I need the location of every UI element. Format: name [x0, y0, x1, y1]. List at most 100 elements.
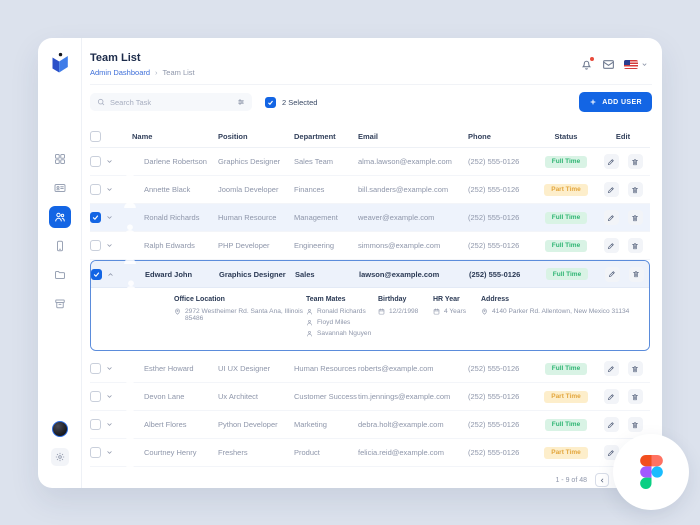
detail-item: Ronald Richards: [306, 308, 378, 315]
table-header: Name Position Department Email Phone Sta…: [90, 126, 650, 148]
row-checkbox[interactable]: [90, 391, 101, 402]
expand-row-button[interactable]: [106, 365, 120, 372]
chevron-down-icon: [107, 367, 112, 370]
delete-row-button[interactable]: [627, 417, 643, 432]
cell-phone: (252) 555-0126: [468, 364, 520, 373]
chevron-down-icon: [107, 244, 112, 247]
selected-counter[interactable]: 2 Selected: [265, 96, 317, 108]
breadcrumb-parent[interactable]: Admin Dashboard: [90, 68, 151, 77]
sidebar-item-devices[interactable]: [49, 235, 71, 257]
sidebar-item-dashboard[interactable]: [49, 148, 71, 170]
table-row[interactable]: Albert Flores Python Developer Marketing de…: [90, 411, 650, 443]
status-badge: Part Time: [544, 390, 588, 403]
row-checkbox[interactable]: [90, 363, 101, 374]
select-all-checkbox[interactable]: [90, 131, 101, 142]
cell-phone: (252) 555-0126: [468, 185, 520, 194]
filter-icon[interactable]: [237, 98, 245, 106]
pagination-range: 1 - 9 of 48: [555, 476, 587, 484]
row-checkbox[interactable]: [90, 184, 101, 195]
table-row[interactable]: Darlene Robertson Graphics Designer Sales …: [90, 148, 650, 180]
cell-position: UI UX Designer: [218, 364, 271, 373]
detail-item: 4 Years: [433, 308, 481, 315]
edit-row-button[interactable]: [603, 238, 619, 253]
expand-row-button[interactable]: [106, 393, 120, 400]
cell-position: PHP Developer: [218, 241, 270, 250]
messages-button[interactable]: [602, 58, 615, 71]
search-box[interactable]: [90, 93, 252, 111]
row-checkbox[interactable]: [90, 447, 101, 458]
edit-row-button[interactable]: [603, 445, 619, 460]
expand-row-button[interactable]: [106, 214, 120, 221]
delete-row-button[interactable]: [627, 238, 643, 253]
status-badge: Part Time: [544, 183, 588, 196]
language-selector[interactable]: [624, 55, 648, 73]
table-row[interactable]: Devon Lane Ux Architect Customer Success ti…: [90, 383, 650, 415]
edit-row-button[interactable]: [603, 210, 619, 225]
breadcrumb-current: Team List: [162, 68, 195, 77]
previous-page-button[interactable]: [595, 473, 609, 487]
cell-phone: (252) 555-0126: [468, 213, 520, 222]
delete-row-button[interactable]: [627, 154, 643, 169]
birthday-section: Birthday 12/2/1998: [378, 296, 433, 341]
sidebar-item-files[interactable]: [49, 264, 71, 286]
selected-checkbox[interactable]: [265, 96, 276, 108]
row-checkbox[interactable]: [90, 419, 101, 430]
row-checkbox[interactable]: [90, 156, 101, 167]
edit-row-button[interactable]: [603, 182, 619, 197]
trash-icon: [632, 242, 638, 249]
gear-icon: [55, 452, 64, 462]
cell-name: Courtney Henry: [144, 448, 197, 457]
table-row[interactable]: Esther Howard UI UX Designer Human Resourc…: [90, 355, 650, 387]
collapse-row-button[interactable]: [107, 271, 121, 278]
cell-department: Finances: [294, 185, 325, 194]
delete-row-button[interactable]: [628, 266, 644, 282]
cell-position: Ux Architect: [218, 392, 259, 401]
delete-row-button[interactable]: [627, 389, 643, 404]
user-avatar[interactable]: [51, 421, 68, 437]
settings-button[interactable]: [50, 448, 69, 466]
chevron-down-icon: [107, 216, 112, 219]
sidebar-item-team[interactable]: [48, 206, 71, 228]
delete-row-button[interactable]: [627, 210, 643, 225]
search-input[interactable]: [110, 97, 232, 107]
table-row[interactable]: Ralph Edwards PHP Developer Engineering sim…: [90, 232, 650, 264]
sidebar-item-archive[interactable]: [49, 293, 71, 315]
trash-icon: [632, 421, 638, 428]
edit-row-button[interactable]: [603, 417, 619, 432]
mail-icon: [603, 59, 614, 69]
row-checkbox[interactable]: [91, 268, 102, 280]
expanded-row-block: Edward John Graphics Designer Sales lawson@…: [90, 260, 650, 351]
add-user-button[interactable]: ADD USER: [579, 92, 652, 112]
person-icon: [307, 320, 312, 326]
address-section: Address 4140 Parker Rd. Allentown, New Me…: [481, 296, 649, 341]
delete-row-button[interactable]: [627, 182, 643, 197]
expand-row-button[interactable]: [106, 449, 120, 456]
row-checkbox[interactable]: [90, 212, 101, 223]
edit-row-button[interactable]: [604, 266, 620, 282]
notifications-button[interactable]: [580, 55, 595, 71]
cell-position: Graphics Designer: [218, 157, 281, 166]
expand-row-button[interactable]: [106, 158, 120, 165]
table-row[interactable]: Annette Black Joomla Developer Finances bil…: [90, 176, 650, 208]
table-row[interactable]: Courtney Henry Freshers Product felicia.rei…: [90, 439, 650, 471]
pencil-icon: [608, 421, 614, 428]
breadcrumb-separator: ›: [155, 68, 158, 77]
expand-row-button[interactable]: [106, 186, 120, 193]
breadcrumb: Admin Dashboard › Team List: [90, 68, 650, 77]
cell-email: bill.sanders@example.com: [358, 185, 449, 194]
status-badge: Full Time: [544, 239, 588, 252]
cell-phone: (252) 555-0126: [468, 420, 520, 429]
edit-row-button[interactable]: [603, 389, 619, 404]
table-row[interactable]: Ronald Richards Human Resource Management w…: [90, 204, 650, 236]
figma-logo-icon: [639, 455, 663, 489]
row-checkbox[interactable]: [90, 240, 101, 251]
sidebar-item-cards[interactable]: [49, 177, 71, 199]
cell-phone: (252) 555-0126: [468, 241, 520, 250]
cell-email: lawson@example.com: [359, 269, 440, 279]
expand-row-button[interactable]: [106, 421, 120, 428]
edit-row-button[interactable]: [603, 154, 619, 169]
table-row[interactable]: Edward John Graphics Designer Sales lawson@…: [91, 261, 649, 292]
edit-row-button[interactable]: [603, 361, 619, 376]
delete-row-button[interactable]: [627, 361, 643, 376]
expand-row-button[interactable]: [106, 242, 120, 249]
